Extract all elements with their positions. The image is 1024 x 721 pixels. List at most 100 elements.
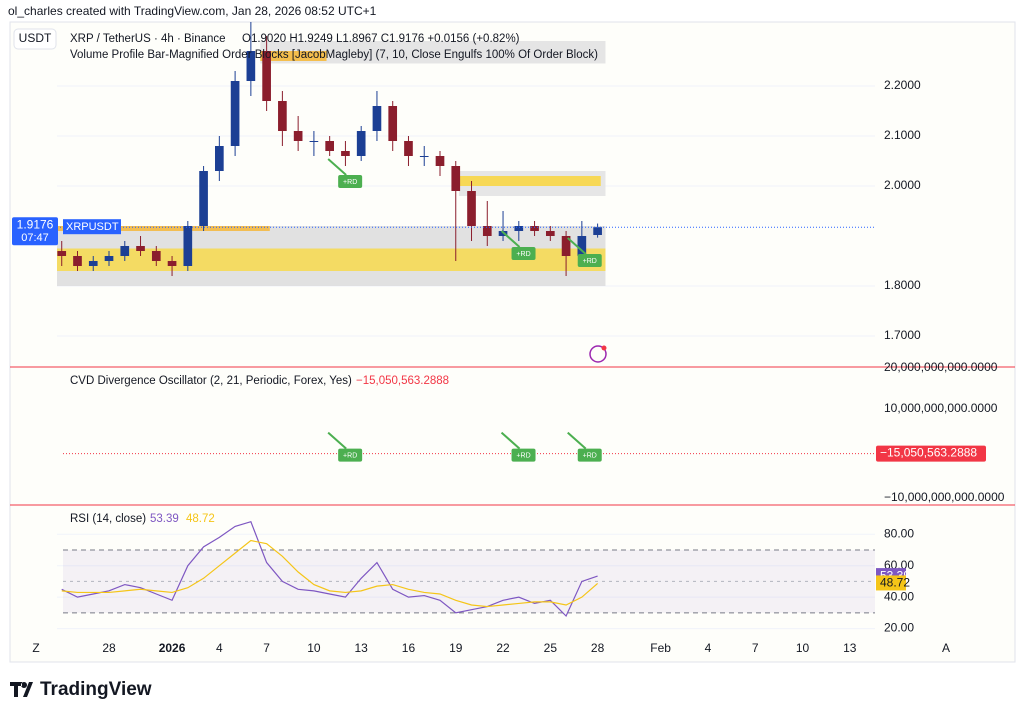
x-tick-label: 7 [752,641,759,655]
chart-frame [9,21,1016,663]
value-tag-box [876,575,906,591]
divergence-line [327,158,347,176]
candle-body [467,191,476,226]
last-price-box [12,217,58,246]
alert-dot [601,345,607,351]
x-tick-label: 13 [355,641,369,655]
candle-body [199,171,208,226]
divergence-tag [577,254,602,267]
currency-label: USDT [19,31,52,45]
symbol-tag-box [63,219,121,235]
x-tick-label: Feb [650,641,671,655]
x-tick-label: 4 [216,641,223,655]
divergence-label: +RD [516,452,530,459]
order-block [458,176,601,186]
divergence-tag [338,175,363,188]
order-block [260,41,606,64]
candle-body [57,251,67,256]
candle-body [136,246,145,251]
candle-body [482,226,492,236]
divergence-label: +RD [343,452,357,459]
candle-body [262,51,271,101]
legend-entry: 48.72 [186,513,215,525]
corner-z[interactable]: Z [32,641,39,655]
candle-body [293,131,303,141]
divergence-line [567,431,587,450]
candle-body [278,101,287,131]
brand-name: TradingView [40,679,152,700]
divergence-line [567,237,587,255]
x-tick-label: 19 [449,641,463,655]
value-tag: −15,050,563.2888 [880,446,977,460]
candle-body [514,226,524,231]
divergence-label: +RD [343,179,357,186]
candle-body [593,227,602,235]
x-tick-label: 28 [102,641,116,655]
candle-body [325,141,335,151]
oscillator-title: CVD Divergence Oscillator (2, 21, Period… [70,375,352,387]
x-tick-label: 13 [843,641,857,655]
divergence-tag [338,448,363,462]
brand-logo: TradingView [10,679,152,700]
corner-a[interactable]: A [942,641,950,655]
candle-body [120,246,130,256]
divergence-line [500,230,521,248]
x-tick-label: 10 [307,641,321,655]
candle-body [183,226,193,266]
candle-body [309,141,319,142]
divergence-tag [511,247,536,260]
alert-icon[interactable] [589,345,607,363]
value-tag: 48.72 [880,576,910,590]
y-tick-label: 20,000,000,000.0000 [884,360,998,374]
symbol-tag: XRPUSDT [66,221,119,233]
last-price: 1.9176 [17,217,54,231]
y-tick-label: 2.2000 [884,78,921,92]
rsi-line [61,520,598,618]
candle-body [577,236,587,256]
symbol-title: XRP / TetherUS · 4h · Binance [70,33,226,45]
candle-body [73,256,82,266]
x-tick-label: 28 [591,641,605,655]
candle-body [419,156,429,157]
x-tick-label: 2026 [159,641,186,655]
candle-body [104,256,114,261]
value-tag-box [876,445,986,462]
candle-body [151,251,161,261]
divergence-label: +RD [583,452,597,459]
candle-body [530,226,539,231]
x-tick-label: 10 [796,641,810,655]
candle-body [388,106,398,141]
candle-body [167,261,177,266]
x-tick-label: 16 [402,641,416,655]
currency-button[interactable] [13,28,57,50]
x-tick-label: 4 [705,641,712,655]
candle-body [372,106,382,131]
candle-body [341,151,350,156]
order-block [57,226,270,231]
caption: ol_charles created with TradingView.com,… [8,4,377,18]
y-tick-label: 40.00 [884,589,914,603]
rsi-line [61,539,598,608]
order-block [57,248,606,271]
y-tick-label: 80.00 [884,526,914,540]
x-tick-label: 25 [544,641,558,655]
indicator-title: Volume Profile Bar-Magnified Order Block… [70,49,598,61]
divergence-tag [577,448,602,462]
divergence-line [327,431,347,450]
candle-body [356,131,366,156]
candle-body [404,141,413,156]
candle-body [230,81,240,146]
divergence-label: +RD [516,251,530,258]
y-tick-label: 2.1000 [884,128,921,142]
oscillator-value: −15,050,563.2888 [356,375,449,387]
divergence-line [500,431,521,450]
candle-body [88,261,98,266]
y-tick-label: 1.7000 [884,328,921,342]
legend-entry: 53.39 [150,513,179,525]
candle-body [435,156,445,166]
candle-body [451,166,461,191]
candle-body [561,236,571,256]
y-tick-label: 20.00 [884,621,914,635]
